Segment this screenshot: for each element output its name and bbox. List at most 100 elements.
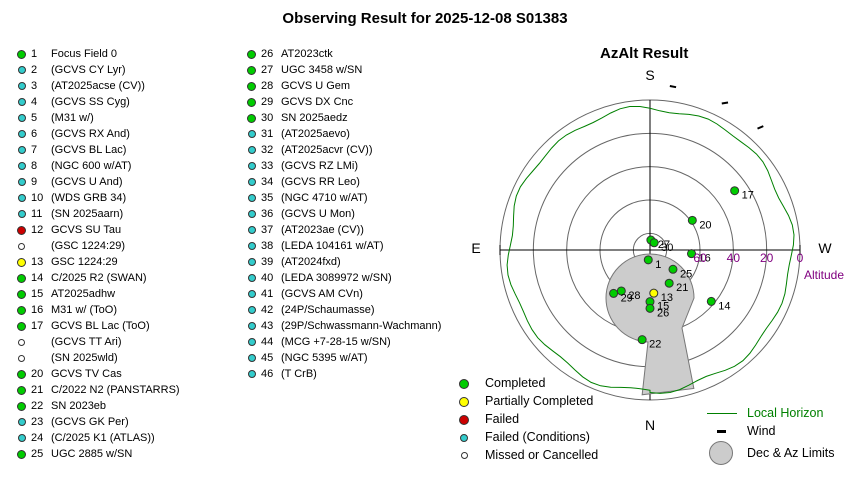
- target-number: 25: [31, 448, 44, 460]
- status-conditions-icon: [17, 98, 26, 106]
- target-name: GCVS BL Lac (ToO): [51, 320, 150, 332]
- target-name: (GCVS RR Leo): [281, 176, 360, 188]
- limits-disk-icon: [709, 441, 733, 465]
- target-row: 33 (GCVS RZ LMi): [247, 158, 467, 174]
- target-number: 2: [31, 64, 38, 76]
- wind-marker: [669, 85, 677, 89]
- target-number: 21: [31, 384, 44, 396]
- target-point-29: [609, 288, 619, 298]
- target-row: 4 (GCVS SS Cyg): [17, 94, 247, 110]
- status-missed-icon: [18, 354, 25, 362]
- target-number: 8: [31, 160, 38, 172]
- target-row: 6 (GCVS RX And): [17, 126, 247, 142]
- target-row: 24 (C/2025 K1 (ATLAS)): [17, 430, 247, 446]
- target-row: 41 (GCVS AM CVn): [247, 286, 467, 302]
- target-number: 41: [261, 288, 274, 300]
- target-point-label: 1: [655, 259, 661, 271]
- target-number: 17: [31, 320, 44, 332]
- missed-marker-icon: [461, 452, 468, 459]
- status-completed-icon: [17, 305, 26, 315]
- target-point-label: 22: [649, 339, 661, 351]
- target-row: 10 (WDS GRB 34): [17, 190, 247, 206]
- target-row: 9 (GCVS U And): [17, 174, 247, 190]
- status-conditions-icon: [247, 242, 256, 250]
- target-number: 10: [31, 192, 44, 204]
- target-row: 23 (GCVS GK Per): [17, 414, 247, 430]
- target-number: 35: [261, 192, 274, 204]
- target-number: 1: [31, 48, 38, 60]
- target-number: 26: [261, 48, 274, 60]
- target-name: (GCVS AM CVn): [281, 288, 363, 300]
- target-name: AT2023ctk: [281, 48, 333, 60]
- target-number: 33: [261, 160, 274, 172]
- target-number: 42: [261, 304, 274, 316]
- target-row: 42 (24P/Schaumasse): [247, 302, 467, 318]
- target-point-17: [730, 186, 740, 196]
- target-row: (SN 2025wld): [17, 350, 247, 366]
- conditions-marker-icon: [460, 434, 468, 442]
- target-name: C/2022 N2 (PANSTARRS): [51, 384, 180, 396]
- target-name: (WDS GRB 34): [51, 192, 127, 204]
- target-point-label: 17: [742, 190, 754, 202]
- status-conditions-icon: [17, 82, 26, 90]
- target-name: GSC 1224:29: [51, 256, 118, 268]
- status-conditions-icon: [247, 370, 256, 378]
- target-row: 15 AT2025adhw: [17, 286, 247, 302]
- target-number: 9: [31, 176, 38, 188]
- target-name: (29P/Schwassmann-Wachmann): [281, 320, 442, 332]
- target-name: (GCVS RZ LMi): [281, 160, 358, 172]
- target-name: (GSC 1224:29): [51, 240, 125, 252]
- target-row: 39 (AT2024fxd): [247, 254, 467, 270]
- target-row: 26 AT2023ctk: [247, 46, 467, 62]
- target-number: 31: [261, 128, 274, 140]
- status-conditions-icon: [247, 322, 256, 330]
- target-number: 32: [261, 144, 274, 156]
- wind-marker: [757, 125, 764, 130]
- dec-az-limits: [605, 253, 695, 396]
- target-name: (SN 2025wld): [51, 352, 118, 364]
- target-name: (GCVS CY Lyr): [51, 64, 126, 76]
- target-point-label: 27: [658, 239, 670, 251]
- status-conditions-icon: [247, 338, 256, 346]
- target-name: GCVS U Gem: [281, 80, 351, 92]
- target-number: 46: [261, 368, 274, 380]
- target-row: 37 (AT2023ae (CV)): [247, 222, 467, 238]
- target-name: (AT2025acvr (CV)): [281, 144, 373, 156]
- target-point-label: 16: [699, 253, 711, 265]
- completed-marker-icon: [459, 379, 469, 389]
- target-name: (SN 2025aarn): [51, 208, 124, 220]
- target-point-1: [643, 255, 653, 265]
- target-row: 21 C/2022 N2 (PANSTARRS): [17, 382, 247, 398]
- target-row: 11 (SN 2025aarn): [17, 206, 247, 222]
- status-conditions-icon: [17, 210, 26, 218]
- target-name: SN 2023eb: [51, 400, 107, 412]
- target-number: 3: [31, 80, 38, 92]
- target-point-20: [687, 215, 697, 225]
- target-name: GCVS TV Cas: [51, 368, 122, 380]
- target-point-21: [664, 278, 674, 288]
- status-conditions-icon: [247, 290, 256, 298]
- target-row: 44 (MCG +7-28-15 w/SN): [247, 334, 467, 350]
- target-row: 1 Focus Field 0: [17, 46, 247, 62]
- status-completed-icon: [17, 49, 26, 59]
- target-name: (NGC 4710 w/AT): [281, 192, 368, 204]
- status-missed-icon: [18, 338, 25, 346]
- target-list-right: 26 AT2023ctk 27 UGC 3458 w/SN 28 GCVS U Gem 29…: [247, 46, 467, 382]
- status-conditions-icon: [247, 130, 256, 138]
- target-number: 44: [261, 336, 274, 348]
- status-conditions-icon: [247, 258, 256, 266]
- target-number: 22: [31, 400, 44, 412]
- status-completed-icon: [247, 81, 256, 91]
- target-point-label: 26: [657, 307, 669, 319]
- target-point-label: 21: [676, 282, 688, 294]
- target-number: 28: [261, 80, 274, 92]
- altitude-axis-label: Altitude: [804, 268, 844, 282]
- target-row: 30 SN 2025aedz: [247, 110, 467, 126]
- status-conditions-icon: [17, 114, 26, 122]
- altitude-tick-label: 60: [693, 251, 707, 265]
- target-number: 24: [31, 432, 44, 444]
- target-row: 38 (LEDA 104161 w/AT): [247, 238, 467, 254]
- target-point-label: 20: [699, 219, 711, 231]
- status-conditions-icon: [17, 130, 26, 138]
